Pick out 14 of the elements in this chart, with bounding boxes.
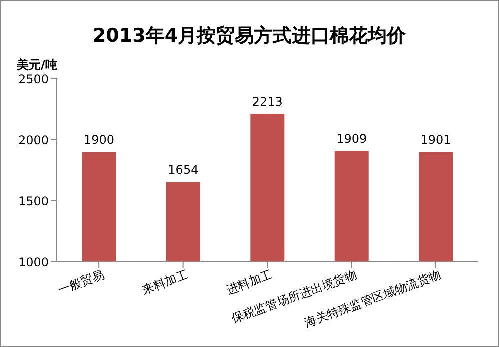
- data-label: 2213: [252, 95, 283, 110]
- data-label: 1900: [84, 133, 115, 148]
- y-tick-label: 2500: [18, 72, 49, 86]
- data-label: 1909: [336, 132, 368, 146]
- y-axis-title: 美元/吨: [17, 57, 58, 74]
- x-tick-label: 一般贸易: [56, 268, 106, 298]
- x-tick-label: 进料加工: [224, 268, 275, 298]
- data-label: 1901: [420, 133, 452, 148]
- y-tick-label: 1000: [18, 255, 49, 270]
- x-tick-label: 来料加工: [140, 268, 190, 298]
- chart-title: 2013年4月按贸易方式进口棉花均价: [92, 24, 408, 49]
- data-label: 1654: [168, 163, 199, 178]
- y-tick-label: 1500: [18, 194, 49, 208]
- y-tick-label: 2000: [18, 133, 49, 148]
